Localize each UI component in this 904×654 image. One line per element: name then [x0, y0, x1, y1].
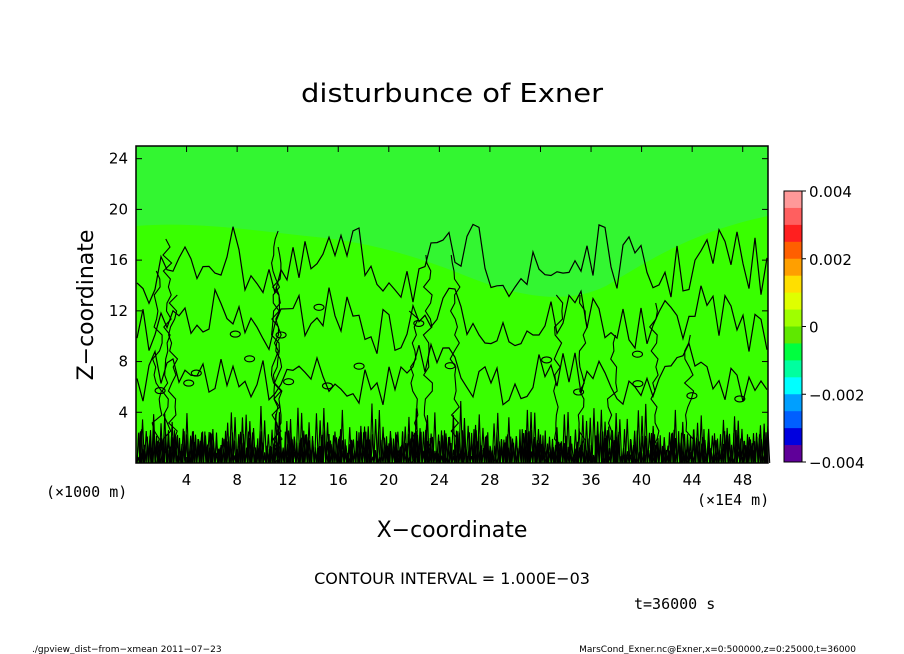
- contour-loop: [275, 331, 287, 339]
- colorbar-segment: [784, 292, 802, 311]
- contour-loop: [183, 379, 195, 387]
- colorbar-segment: [784, 445, 802, 463]
- y-tick-label: 20: [109, 200, 128, 218]
- x-unit-label: (×1E4 m): [697, 491, 769, 509]
- x-tick-label: 48: [733, 471, 752, 489]
- colorbar-segment: [784, 207, 802, 226]
- contour-plume: [422, 254, 433, 464]
- colorbar-segment: [784, 258, 802, 277]
- contour-loop: [154, 387, 166, 395]
- contour-loop: [229, 330, 241, 338]
- colorbar-segment: [784, 224, 802, 243]
- colorbar: [783, 190, 803, 463]
- contour-loop: [413, 319, 425, 327]
- contour-band-1: [136, 285, 768, 354]
- contour-loop: [632, 380, 644, 388]
- contour-loop: [573, 388, 585, 396]
- footer-left: ./gpview_dist−from−xmean 2011−07−23: [32, 645, 222, 654]
- contour-band-0: [136, 223, 768, 305]
- x-tick-label: 44: [683, 471, 702, 489]
- x-tick-label: 16: [329, 471, 348, 489]
- contour-loop: [283, 378, 295, 386]
- y-ticks: 4 8 12 16 20 24: [109, 150, 768, 421]
- colorbar-segment: [784, 275, 802, 294]
- contour-loop: [244, 355, 256, 363]
- colorbar-segment: [784, 360, 802, 378]
- colorbar-segment: [784, 326, 802, 344]
- contour-plume: [577, 294, 588, 464]
- x-tick-label: 12: [278, 471, 297, 489]
- contour-interval: CONTOUR INTERVAL = 1.000E−03: [314, 569, 590, 588]
- contour-plume: [408, 310, 420, 464]
- x-tick-label: 36: [581, 471, 600, 489]
- colorbar-label: 0.002: [809, 251, 852, 269]
- contour-plume: [648, 302, 660, 464]
- x-tick-label: 4: [182, 471, 192, 489]
- contour-plume: [167, 294, 179, 464]
- contour-plume: [271, 246, 282, 464]
- colorbar-segment: [784, 394, 802, 412]
- x-tick-label: 32: [531, 471, 550, 489]
- colorbar-label: 0.004: [809, 183, 852, 201]
- colorbar-segment: [784, 241, 802, 260]
- colorbar-label: −0.002: [809, 386, 865, 404]
- contour-loop: [190, 369, 202, 377]
- colorbar-segment: [784, 191, 802, 209]
- x-axis-label: X−coordinate: [377, 518, 528, 543]
- colorbar-segment: [784, 309, 802, 327]
- plot-frame: [135, 145, 769, 464]
- y-unit-label: (×1000 m): [46, 483, 127, 501]
- y-tick-label: 8: [118, 353, 128, 371]
- contour-band-2: [136, 341, 768, 406]
- contour-loop: [734, 395, 746, 403]
- contour-loop: [541, 356, 553, 364]
- contour-plume: [606, 334, 618, 464]
- colorbar-labels: 0.004 0.002 0 −0.002 −0.004: [802, 183, 865, 472]
- contour-plume: [553, 294, 564, 464]
- time-label: t=36000 s: [634, 595, 715, 613]
- contour-plume: [270, 230, 282, 464]
- colorbar-label: 0: [809, 319, 819, 337]
- footer-right: MarsCond_Exner.nc@Exner,x=0:500000,z=0:2…: [579, 645, 856, 654]
- colorbar-segment: [784, 428, 802, 446]
- x-ticks: 4 8 12 16 20 24 28 32 36 40 44 48: [182, 146, 752, 489]
- y-tick-label: 12: [109, 302, 128, 320]
- contour-loop: [313, 303, 325, 311]
- colorbar-label: −0.004: [809, 454, 865, 472]
- colorbar-segment: [784, 343, 802, 361]
- contour-plume: [683, 334, 695, 464]
- x-tick-label: 20: [379, 471, 398, 489]
- contour-loop: [353, 362, 365, 370]
- colorbar-segment: [784, 377, 802, 395]
- y-tick-label: 24: [109, 150, 128, 168]
- contour-loop: [321, 382, 334, 390]
- contour-plume: [151, 270, 163, 464]
- contour-loop: [631, 350, 644, 358]
- y-tick-label: 16: [109, 251, 128, 269]
- contour-dense-2: [136, 400, 771, 464]
- chart-title: disturbunce of Exner: [301, 79, 603, 109]
- contour-plume: [273, 286, 283, 464]
- contour-loop: [444, 362, 456, 370]
- x-tick-label: 28: [480, 471, 499, 489]
- contour-plume: [161, 238, 173, 464]
- y-tick-label: 4: [118, 403, 128, 421]
- x-tick-label: 8: [232, 471, 242, 489]
- y-axis-label: Z−coordinate: [74, 230, 99, 381]
- x-tick-label: 40: [632, 471, 651, 489]
- contour-loop: [686, 392, 698, 400]
- x-tick-label: 24: [430, 471, 449, 489]
- colorbar-segment: [784, 411, 802, 429]
